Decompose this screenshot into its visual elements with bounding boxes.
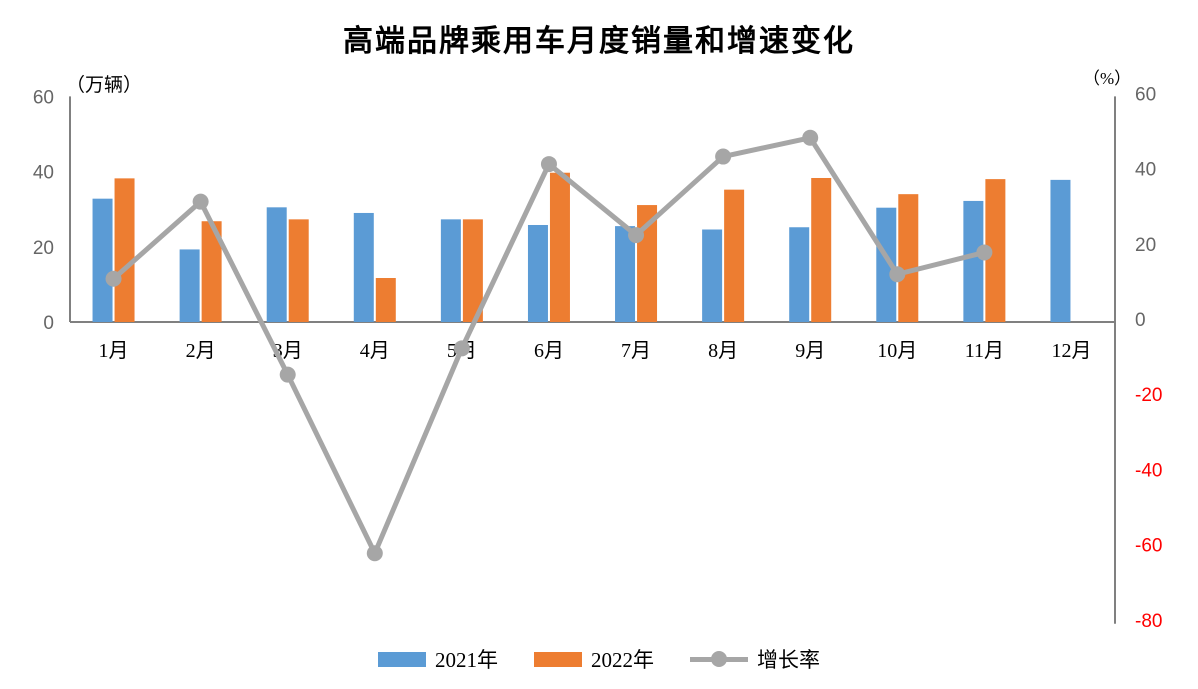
growth-rate-point	[366, 545, 383, 562]
month-label: 6月	[534, 340, 564, 362]
bar-2021年	[615, 226, 636, 322]
left-axis-unit-label: （万辆）	[66, 75, 143, 96]
bar-2022年	[114, 178, 135, 322]
growth-rate-point	[453, 340, 470, 357]
legend-swatch-2022	[534, 651, 582, 667]
legend-item-growth-rate: 增长率	[690, 644, 820, 674]
growth-rate-point	[715, 148, 732, 165]
bar-2022年	[288, 219, 309, 322]
right-axis-tick-label: 0	[1135, 310, 1146, 331]
month-label: 9月	[795, 340, 825, 362]
bar-2021年	[1050, 179, 1071, 322]
right-axis-tick-label: -60	[1135, 536, 1162, 557]
left-axis-tick-label: 20	[33, 238, 54, 259]
legend-swatch-2021	[378, 651, 426, 667]
bar-2022年	[462, 219, 483, 322]
legend-label-2022: 2022年	[591, 648, 654, 672]
bar-2022年	[811, 177, 832, 322]
right-axis-tick-label: -40	[1135, 460, 1162, 481]
left-axis-tick-label: 40	[33, 163, 54, 184]
bar-2022年	[724, 189, 745, 322]
growth-rate-point	[889, 266, 906, 283]
bar-2022年	[201, 221, 222, 322]
legend-label-2021: 2021年	[435, 648, 498, 672]
growth-rate-point	[540, 156, 557, 173]
left-axis-tick-label: 60	[33, 87, 54, 108]
bar-2021年	[876, 207, 897, 322]
left-axis-tick-label: 0	[43, 313, 54, 334]
month-label: 8月	[708, 340, 738, 362]
bar-2021年	[789, 227, 810, 322]
bar-2021年	[179, 249, 200, 322]
right-axis-tick-label: 60	[1135, 84, 1156, 105]
growth-rate-point	[192, 193, 209, 210]
bar-2021年	[266, 207, 287, 322]
bar-2021年	[963, 200, 984, 322]
bar-2021年	[440, 219, 461, 322]
legend-label-growth-rate: 增长率	[757, 648, 820, 672]
growth-rate-point	[105, 270, 122, 287]
month-label: 7月	[621, 340, 651, 362]
growth-rate-point	[628, 227, 645, 244]
month-label: 1月	[99, 340, 129, 362]
month-label: 10月	[877, 340, 917, 362]
right-axis-unit-label: （%）	[1083, 69, 1132, 88]
bar-2022年	[375, 278, 396, 322]
right-axis-tick-label: 40	[1135, 160, 1156, 181]
bar-2021年	[92, 198, 113, 322]
right-axis-tick-label: -20	[1135, 385, 1162, 406]
month-label: 4月	[360, 340, 390, 362]
legend-item-2021: 2021年	[378, 644, 498, 674]
chart-title: 高端品牌乘用车月度销量和增速变化	[343, 25, 855, 58]
bar-2021年	[527, 224, 548, 322]
month-label: 12月	[1051, 340, 1091, 362]
bar-2022年	[985, 179, 1006, 322]
bar-2021年	[702, 229, 723, 322]
bar-2022年	[898, 194, 919, 322]
month-label: 2月	[186, 340, 216, 362]
legend: 2021年 2022年 增长率	[0, 644, 1198, 674]
growth-rate-point	[976, 244, 993, 261]
growth-rate-point	[279, 366, 296, 383]
right-axis-tick-label: 20	[1135, 235, 1156, 256]
legend-item-2022: 2022年	[534, 644, 654, 674]
month-label: 11月	[965, 340, 1004, 362]
right-axis-tick-label: -80	[1135, 611, 1162, 632]
bar-2022年	[549, 172, 570, 322]
growth-rate-point	[802, 129, 819, 146]
bar-2021年	[353, 212, 374, 322]
legend-line-marker-icon	[690, 651, 748, 667]
